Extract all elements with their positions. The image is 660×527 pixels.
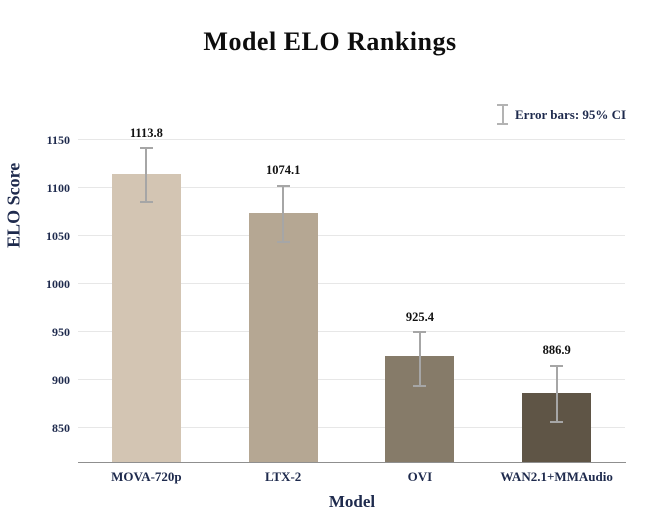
gridline — [78, 186, 625, 188]
error-bar-cap — [139, 201, 153, 204]
legend-label: Error bars: 95% CI — [515, 107, 627, 122]
x-tick-label: MOVA-720p — [111, 469, 182, 484]
error-bar — [418, 332, 421, 386]
y-tick-label: 1100 — [46, 180, 70, 195]
gridline — [78, 234, 625, 236]
y-tick-label: 950 — [52, 325, 70, 340]
gridline — [78, 427, 625, 429]
error-bar — [282, 185, 285, 242]
y-tick-label: 850 — [52, 421, 70, 436]
x-axis-line — [78, 462, 626, 463]
value-label: 1113.8 — [129, 125, 163, 140]
value-label: 886.9 — [542, 343, 571, 358]
legend: Error bars: 95% CI — [497, 104, 626, 125]
value-label: 1074.1 — [265, 163, 301, 178]
x-tick-label: LTX-2 — [264, 469, 302, 484]
x-tick-label: WAN2.1+MMAudio — [500, 469, 613, 484]
error-bar-icon — [497, 104, 508, 125]
x-axis-title: Model — [328, 492, 376, 511]
bar-mova-720p — [111, 174, 181, 462]
gridline — [78, 379, 625, 381]
gridline — [78, 282, 625, 284]
gridline — [78, 138, 625, 140]
error-bar-cap — [276, 184, 290, 187]
error-bar-cap — [413, 384, 427, 387]
bar-ltx-2 — [248, 212, 318, 462]
chart-title: Model ELO Rankings — [203, 27, 457, 56]
error-bar-cap — [276, 240, 290, 243]
x-tick-label: OVI — [407, 469, 433, 484]
error-bar — [145, 148, 148, 203]
gridline — [78, 331, 625, 333]
y-tick-label: 900 — [52, 373, 70, 388]
plot-area: 1113.8 1074.1 925.4 886.9 — [78, 125, 625, 462]
value-label: 925.4 — [405, 309, 434, 324]
error-bar-cap — [139, 147, 153, 150]
error-bar-cap — [550, 364, 564, 367]
error-bar-cap — [550, 420, 564, 423]
error-bar-cap — [413, 331, 427, 334]
y-tick-label: 1150 — [46, 132, 70, 147]
error-bar — [555, 365, 558, 422]
y-tick-label: 1050 — [46, 228, 70, 243]
y-tick-label: 1000 — [46, 276, 70, 291]
